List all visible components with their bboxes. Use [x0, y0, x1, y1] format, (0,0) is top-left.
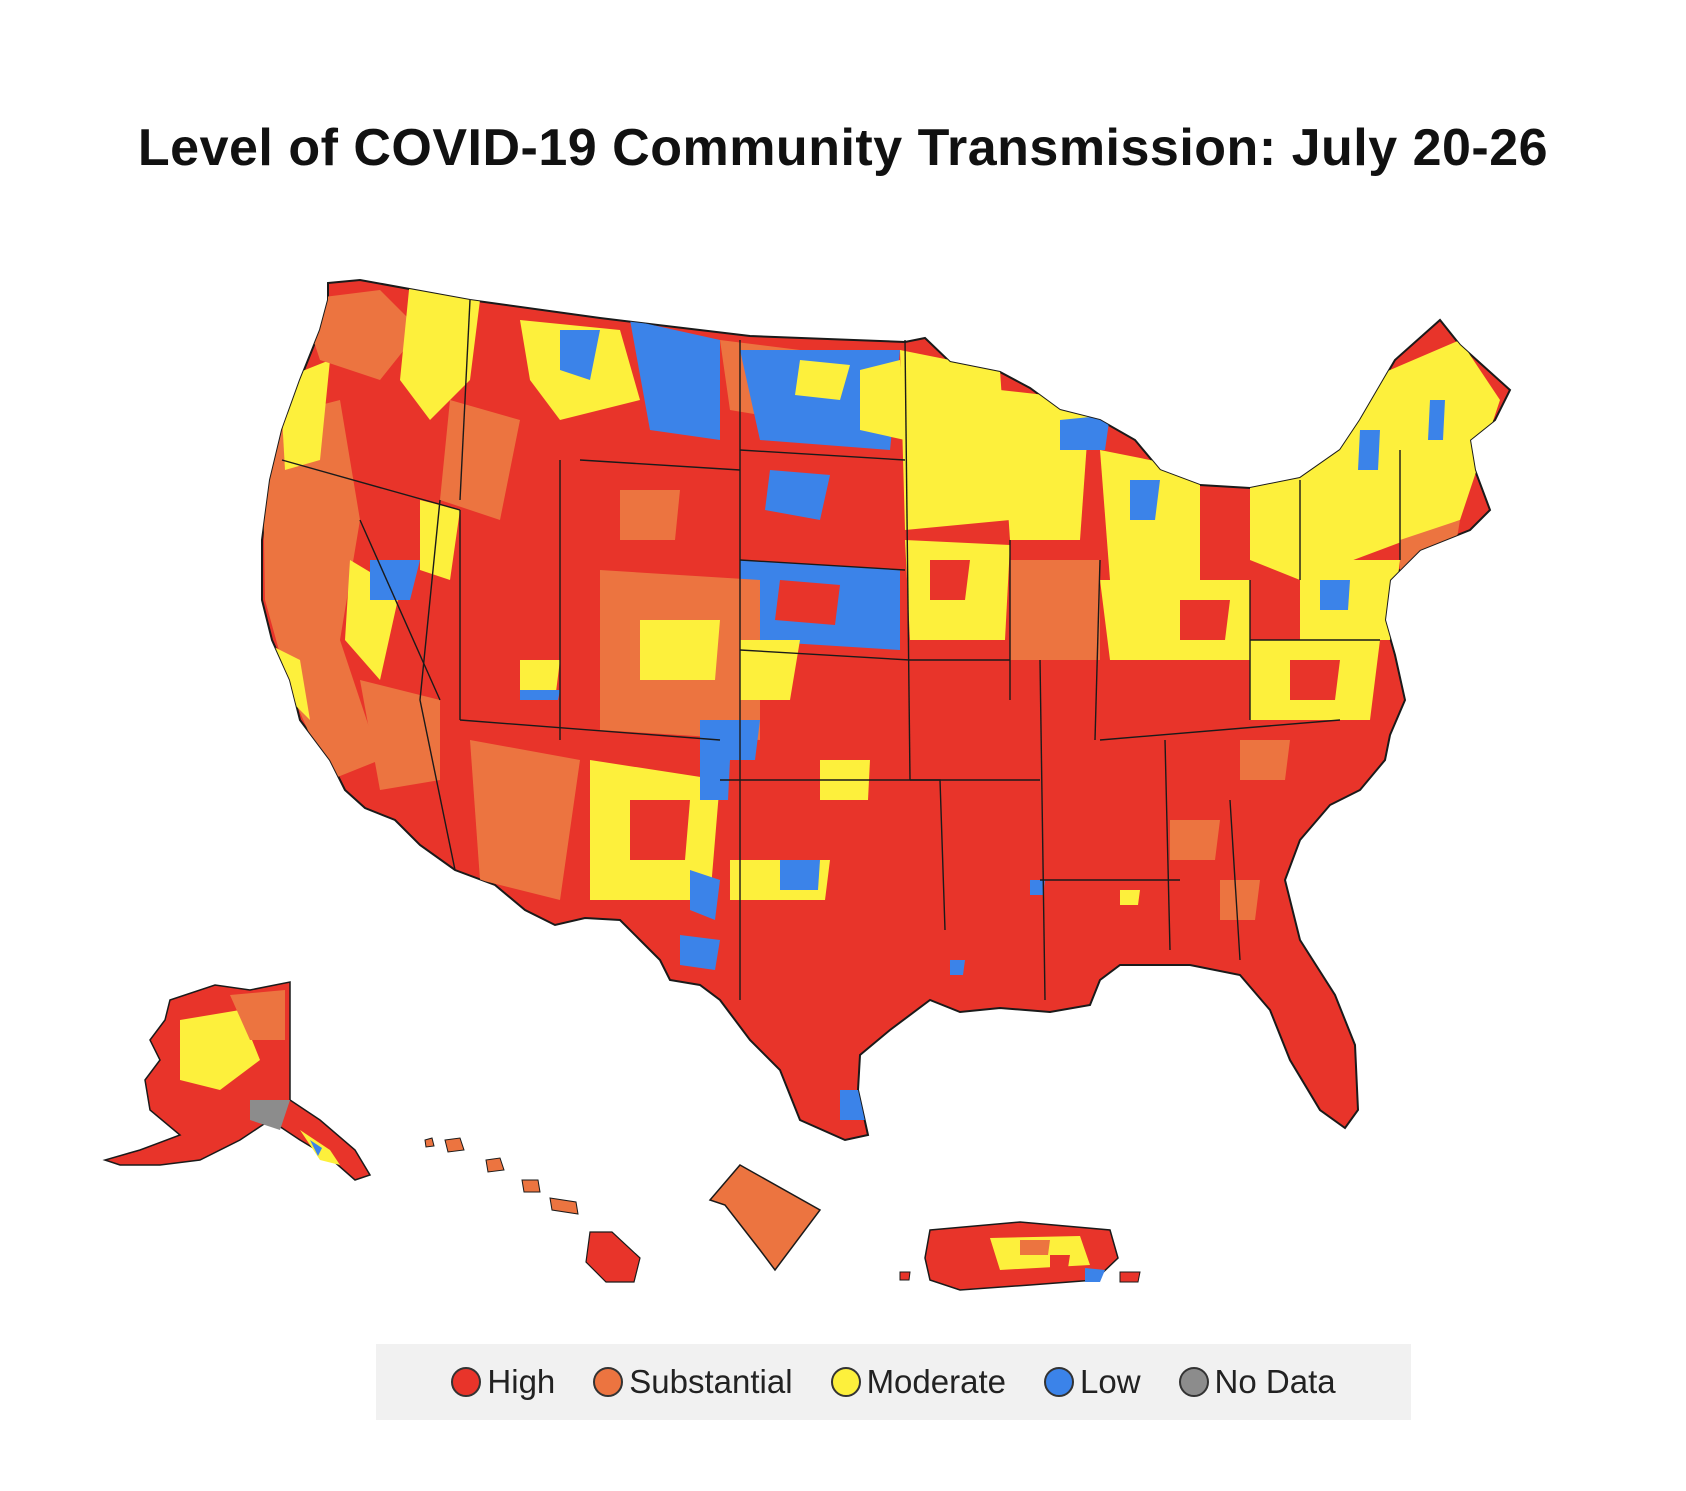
- contiguous-us: [261, 278, 1512, 1142]
- puerto-rico: [899, 1221, 1141, 1291]
- legend-label-no-data: No Data: [1214, 1363, 1336, 1400]
- legend-item-high: High: [451, 1363, 555, 1401]
- swatch-high: [451, 1367, 482, 1397]
- legend-item-no-data: No Data: [1178, 1363, 1336, 1401]
- hawaii: [424, 1137, 641, 1283]
- legend-label-high: High: [487, 1363, 556, 1400]
- legend-item-substantial: Substantial: [593, 1363, 793, 1401]
- district-of-columbia: [708, 1164, 822, 1272]
- legend-label-substantial: Substantial: [629, 1363, 793, 1400]
- swatch-no-data: [1178, 1367, 1209, 1397]
- map-legend: High Substantial Moderate Low No Data: [376, 1344, 1411, 1420]
- legend-label-moderate: Moderate: [866, 1363, 1006, 1400]
- legend-label-low: Low: [1079, 1363, 1141, 1400]
- legend-item-moderate: Moderate: [830, 1363, 1006, 1401]
- swatch-low: [1043, 1367, 1074, 1397]
- legend-item-low: Low: [1043, 1363, 1141, 1401]
- swatch-moderate: [830, 1367, 861, 1397]
- alaska: [102, 981, 372, 1181]
- map-title: Level of COVID-19 Community Transmission…: [137, 119, 1549, 177]
- swatch-substantial: [593, 1367, 624, 1397]
